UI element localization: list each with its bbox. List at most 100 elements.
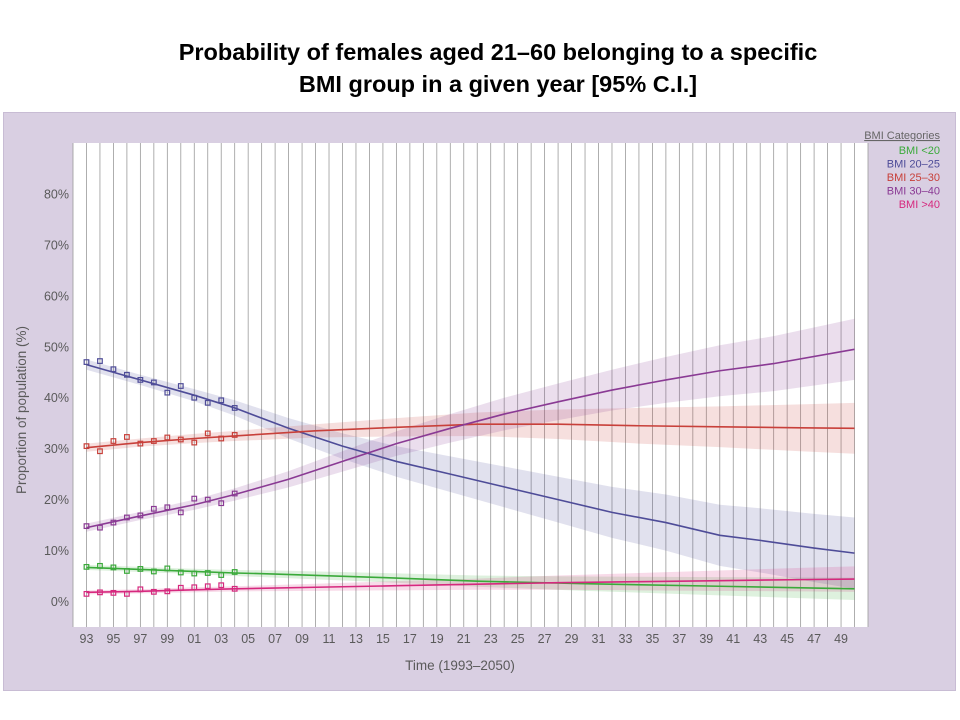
observed-point-bmi-40 <box>177 584 184 591</box>
observed-point-bmi-25-30 <box>123 434 130 440</box>
observed-point-bmi-25-30 <box>137 440 144 447</box>
x-tick-label: 13 <box>349 632 363 646</box>
observed-point-bmi-20 <box>191 570 198 577</box>
gridlines <box>72 143 869 627</box>
x-tick-label: 05 <box>241 632 255 646</box>
x-tick-label: 37 <box>672 632 686 646</box>
observed-point-bmi-20-25 <box>164 389 171 396</box>
observed-point-bmi-20-25 <box>177 383 184 389</box>
observed-point-bmi-40 <box>164 588 171 595</box>
y-tick-label: 50% <box>44 340 69 354</box>
x-tick-label: 19 <box>430 632 444 646</box>
observed-point-bmi-40 <box>83 590 90 597</box>
x-tick-label: 47 <box>807 632 821 646</box>
ci-band-bmi-25-30 <box>86 402 855 454</box>
observed-point-bmi-30-40 <box>218 500 225 507</box>
x-tick-label: 25 <box>511 632 525 646</box>
observed-point-bmi-25-30 <box>191 439 198 446</box>
observed-point-bmi-20 <box>204 570 211 576</box>
y-tick-label: 10% <box>44 544 69 558</box>
observed-point-bmi-40 <box>137 586 144 593</box>
observed-point-bmi-20-25 <box>204 399 211 406</box>
observed-point-bmi-20-25 <box>231 405 238 411</box>
x-tick-label: 43 <box>753 632 767 646</box>
plot-area <box>73 143 868 627</box>
x-tick-label: 27 <box>538 632 552 646</box>
x-tick-label: 41 <box>726 632 740 646</box>
x-tick-label: 01 <box>187 632 201 646</box>
y-tick-labels: 0% 10% 20% 30% 40% 50% 60% 70% 80% <box>44 187 69 609</box>
x-tick-label: 15 <box>376 632 390 646</box>
observed-point-bmi-25-30 <box>177 436 184 443</box>
observed-point-bmi-30-40 <box>177 509 184 516</box>
observed-point-bmi-30-40 <box>123 514 130 521</box>
x-tick-label: 35 <box>645 632 659 646</box>
legend-item-bmi-20-25: BMI 20–25 <box>887 159 940 171</box>
x-tick-label: 29 <box>565 632 579 646</box>
observed-point-bmi-40 <box>218 582 225 589</box>
observed-point-bmi-20 <box>83 563 90 570</box>
legend-item-bmi-40: BMI >40 <box>899 199 940 211</box>
observed-point-bmi-25-30 <box>164 434 171 441</box>
observed-point-bmi-25-30 <box>110 438 117 444</box>
x-tick-label: 45 <box>780 632 794 646</box>
x-tick-label: 31 <box>592 632 606 646</box>
series-line-bmi-25-30 <box>86 423 855 449</box>
observed-point-bmi-20-25 <box>123 371 130 378</box>
observed-point-bmi-25-30 <box>231 432 238 438</box>
y-tick-label: 60% <box>44 289 69 303</box>
ci-band-bmi-20-25 <box>86 359 855 589</box>
y-tick-label: 20% <box>44 493 69 507</box>
legend-item-bmi-30-40: BMI 30–40 <box>887 186 940 198</box>
x-tick-label: 99 <box>160 632 174 646</box>
x-tick-label: 49 <box>834 632 848 646</box>
observed-point-bmi-20-25 <box>191 394 198 401</box>
series-line-bmi-20-25 <box>86 363 855 554</box>
observed-point-bmi-25-30 <box>83 443 90 450</box>
observed-point-bmi-30-40 <box>150 505 157 512</box>
y-tick-label: 80% <box>44 187 69 201</box>
observed-point-bmi-25-30 <box>97 448 103 455</box>
y-tick-label: 30% <box>44 442 69 456</box>
observed-point-bmi-30-40 <box>137 512 144 519</box>
x-tick-label: 39 <box>699 632 713 646</box>
observed-point-bmi-20 <box>218 572 225 578</box>
legend-item-bmi-20: BMI <20 <box>899 145 940 157</box>
legend-title: BMI Categories <box>864 130 940 142</box>
legend-item-bmi-25-30: BMI 25–30 <box>887 172 940 184</box>
x-tick-label: 09 <box>295 632 309 646</box>
observed-point-bmi-30-40 <box>97 524 103 531</box>
observed-point-bmi-20 <box>150 568 157 575</box>
observed-point-bmi-20 <box>110 564 117 571</box>
observed-point-bmi-30-40 <box>204 496 211 503</box>
observed-point-bmi-20-25 <box>97 358 103 364</box>
y-axis-label: Proportion of population (%) <box>14 326 29 494</box>
observed-point-bmi-25-30 <box>218 435 225 442</box>
observed-point-bmi-40 <box>110 589 117 596</box>
x-axis-label: Time (1993–2050) <box>405 658 515 673</box>
observed-point-bmi-20 <box>123 568 130 574</box>
observed-point-bmi-20 <box>164 565 171 572</box>
x-tick-label: 03 <box>214 632 228 646</box>
observed-points <box>83 358 238 597</box>
x-tick-labels: 93 95 97 99 01 03 05 07 09 11 13 15 17 19 21 23 25 27 29 31… <box>80 632 849 646</box>
observed-point-bmi-20-25 <box>83 359 90 365</box>
series-line-bmi-20 <box>86 566 855 590</box>
observed-point-bmi-40 <box>204 583 211 590</box>
observed-point-bmi-20 <box>177 569 184 576</box>
x-tick-label: 93 <box>80 632 94 646</box>
observed-point-bmi-30-40 <box>83 523 90 530</box>
chart-title-line-2: BMI group in a given year [95% C.I.] <box>298 71 698 97</box>
observed-point-bmi-40 <box>231 585 238 592</box>
observed-point-bmi-20-25 <box>137 377 144 383</box>
chart-title-line-1: Probability of females aged 21–60 belong… <box>178 39 818 65</box>
chart-title: Probability of females aged 21–60 belong… <box>0 36 960 100</box>
y-tick-label: 0% <box>51 595 69 609</box>
y-tick-label: 70% <box>44 238 69 252</box>
observed-point-bmi-25-30 <box>204 430 211 437</box>
observed-point-bmi-20 <box>97 562 103 569</box>
observed-point-bmi-20-25 <box>150 379 157 386</box>
x-tick-label: 95 <box>106 632 120 646</box>
